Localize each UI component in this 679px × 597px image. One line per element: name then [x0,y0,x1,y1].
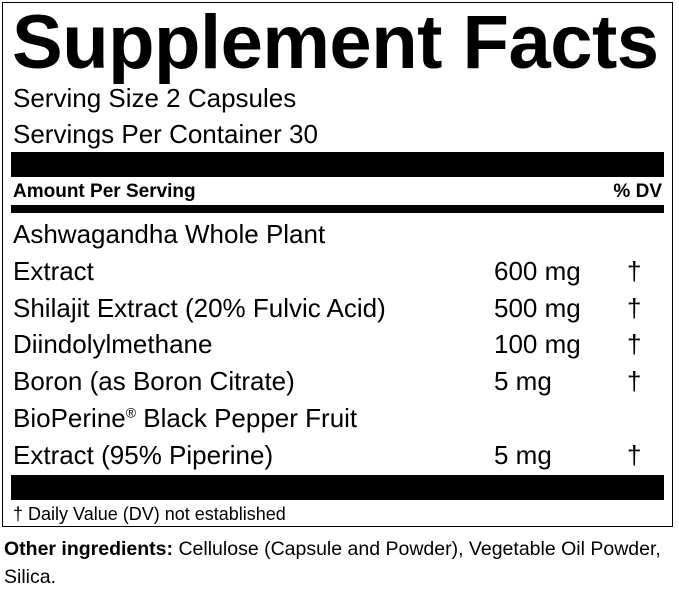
ingredient-row: Extract 600 mg † [3,256,672,293]
dv-header: % DV [613,181,662,202]
ingredient-row: Extract (95% Piperine) 5 mg † [3,440,672,477]
ingredient-dv: † [627,256,642,286]
ingredient-dv: † [627,440,642,470]
other-ingredients-label: Other ingredients: [4,538,174,560]
ingredient-amount: 500 mg [494,293,581,323]
ingredient-row: Diindolylmethane 100 mg † [3,329,672,366]
ingredient-name: Extract [13,256,94,286]
ingredient-amount: 100 mg [494,329,581,359]
ingredient-name: BioPerine® Black Pepper Fruit [13,403,357,434]
ingredient-dv: † [627,366,642,396]
ingredient-row: Boron (as Boron Citrate) 5 mg † [3,366,672,403]
ingredient-dv: † [627,329,642,359]
ingredient-name: Ashwagandha Whole Plant [13,219,326,249]
ingredient-amount: 5 mg [494,440,552,470]
ingredient-name: Diindolylmethane [13,329,213,359]
brand-name: BioPerine [13,403,126,433]
bottom-divider [11,475,664,500]
amount-per-serving-header: Amount Per Serving [13,181,196,202]
ingredient-name: Shilajit Extract (20% Fulvic Acid) [13,293,386,323]
supplement-facts-panel: Supplement Facts Serving Size 2 Capsules… [2,0,673,527]
thick-divider [11,152,664,177]
other-ingredients: Other ingredients: Cellulose (Capsule an… [4,535,676,591]
ingredient-name-rest: Black Pepper Fruit [136,403,358,433]
ingredient-row: Ashwagandha Whole Plant [3,219,672,256]
registered-mark: ® [125,404,137,421]
serving-size: Serving Size 2 Capsules [13,83,297,113]
thin-divider [11,205,664,213]
panel-title: Supplement Facts [12,0,659,85]
ingredient-amount: 5 mg [494,366,552,396]
servings-per-container: Servings Per Container 30 [13,119,318,149]
dv-footnote: † Daily Value (DV) not established [13,504,286,524]
ingredient-name: Boron (as Boron Citrate) [13,366,295,396]
ingredient-row: BioPerine® Black Pepper Fruit [3,403,672,440]
ingredient-dv: † [627,293,642,323]
other-ingredients-text: Cellulose (Capsule and Powder), Vegetabl… [4,538,661,588]
ingredient-name: Extract (95% Piperine) [13,440,274,470]
ingredient-row: Shilajit Extract (20% Fulvic Acid) 500 m… [3,293,672,330]
ingredient-amount: 600 mg [494,256,581,286]
